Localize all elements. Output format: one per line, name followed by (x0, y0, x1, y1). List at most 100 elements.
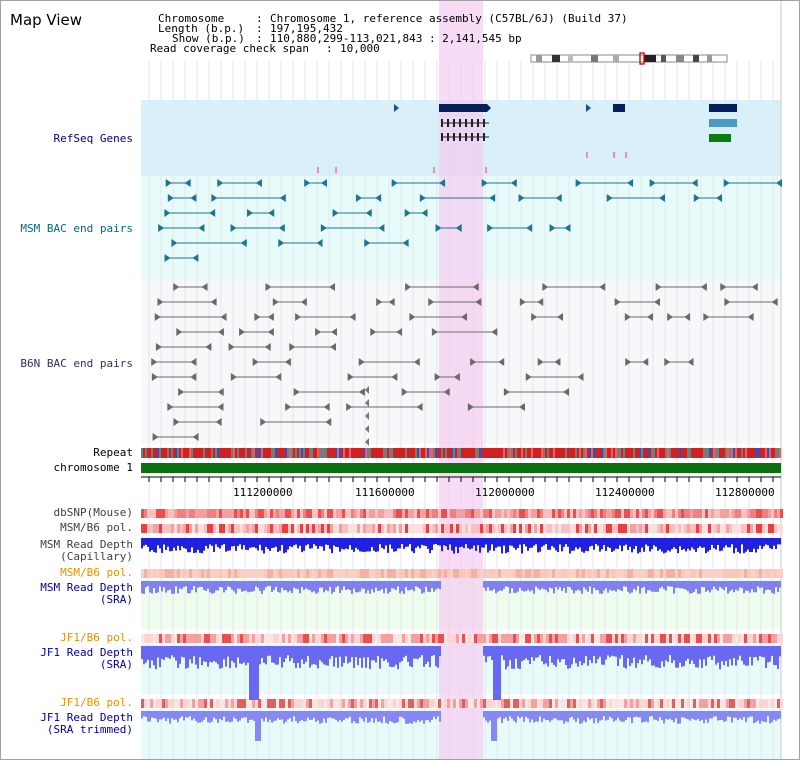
depth-bar (673, 711, 675, 723)
depth-bar (733, 646, 735, 658)
depth-bar (515, 711, 517, 723)
depth-bar (179, 581, 181, 589)
jf1-depth-sra-label[interactable]: JF1 Read Depth (SRA) (40, 646, 133, 671)
repeat-segment (629, 448, 631, 458)
bac-end (176, 328, 183, 336)
heat-cell (174, 699, 177, 708)
depth-bar (673, 646, 675, 661)
heat-cell (321, 634, 324, 643)
heat-cell (408, 699, 411, 708)
msm-bac-label[interactable]: MSM BAC end pairs (20, 222, 133, 235)
heat-cell (282, 699, 285, 708)
heat-cell (531, 699, 534, 708)
heat-cell (453, 699, 456, 708)
depth-bar (175, 581, 177, 587)
bac-end (284, 358, 291, 366)
heat-cell (675, 699, 678, 708)
depth-bar (635, 646, 637, 668)
heat-cell (258, 509, 261, 518)
depth-bar (377, 646, 379, 657)
bac-end (428, 298, 435, 306)
heat-cell (378, 569, 381, 578)
msm-b6-pol-label[interactable]: MSM/B6 pol. (60, 521, 133, 534)
heat-cell (750, 569, 753, 578)
repeat-segment (305, 448, 307, 458)
depth-bar (583, 646, 585, 664)
heat-cell (693, 509, 696, 518)
depth-bar (499, 581, 501, 591)
bac-end (564, 224, 571, 232)
depth-bar (271, 538, 273, 548)
depth-bar (197, 646, 199, 669)
depth-bar (447, 538, 449, 550)
heat-cell (714, 569, 717, 578)
depth-bar (759, 538, 761, 546)
bac-end (526, 224, 533, 232)
depth-bar (589, 538, 591, 547)
bac-end (268, 209, 275, 217)
jf1-b6-pol-2-label[interactable]: JF1/B6 pol. (60, 696, 133, 709)
msm-depth-capillary-label[interactable]: MSM Read Depth (Capillary) (40, 538, 133, 563)
bac-end (687, 358, 694, 366)
depth-bar (645, 711, 647, 722)
dbsnp-label[interactable]: dbSNP(Mouse) (53, 506, 133, 519)
repeat-segment (191, 448, 193, 458)
heat-cell (189, 634, 192, 643)
depth-bar (389, 711, 391, 721)
bac-end (365, 399, 369, 407)
repeat-segment (259, 448, 261, 458)
bac-end (554, 358, 561, 366)
depth-bar (247, 711, 249, 723)
depth-bar (445, 538, 447, 547)
depth-bar (671, 538, 673, 550)
jf1-depth-trimmed-label[interactable]: JF1 Read Depth (SRA trimmed) (40, 711, 133, 736)
heat-cell (576, 634, 579, 643)
msm-depth-sra-label[interactable]: MSM Read Depth (SRA) (40, 581, 133, 606)
repeat-segment (263, 448, 265, 458)
jf1-b6-pol-label[interactable]: JF1/B6 pol. (60, 631, 133, 644)
depth-bar (363, 538, 365, 552)
depth-bar (697, 538, 699, 549)
heat-cell (729, 509, 732, 518)
depth-bar (265, 711, 267, 718)
msm-b6-pol-2-label[interactable]: MSM/B6 pol. (60, 566, 133, 579)
depth-bar (367, 538, 369, 552)
heat-cell (510, 634, 513, 643)
depth-bar (167, 646, 169, 658)
heat-cell (639, 699, 642, 708)
repeat-segment (739, 448, 741, 458)
heat-cell (348, 634, 351, 643)
bac-end (693, 194, 700, 202)
heat-cell (348, 524, 351, 533)
bac-end (255, 179, 262, 187)
heat-cell (642, 509, 645, 518)
depth-bar (235, 538, 237, 551)
heat-cell (762, 634, 765, 643)
heat-cell (633, 634, 636, 643)
repeat-segment (527, 448, 529, 458)
depth-bar (401, 711, 403, 718)
refseq-genes-label[interactable]: RefSeq Genes (53, 132, 133, 145)
heat-cell (690, 524, 693, 533)
repeat-segment (711, 448, 713, 458)
depth-bar (565, 538, 567, 545)
depth-bar (393, 711, 395, 724)
heat-cell (243, 634, 246, 643)
exon (483, 133, 485, 141)
heat-cell (423, 569, 426, 578)
heat-cell (246, 524, 249, 533)
depth-bar (171, 711, 173, 719)
depth-bar (165, 711, 167, 722)
heat-cell (294, 699, 297, 708)
heat-cell (492, 569, 495, 578)
depth-bar (449, 538, 451, 545)
depth-bar (581, 538, 583, 552)
depth-bar (337, 538, 339, 548)
depth-bar (655, 581, 657, 592)
depth-bar (353, 538, 355, 552)
repeat-segment (653, 448, 655, 458)
b6n-bac-label[interactable]: B6N BAC end pairs (20, 357, 133, 370)
depth-bar (527, 581, 529, 590)
depth-bar (565, 711, 567, 722)
